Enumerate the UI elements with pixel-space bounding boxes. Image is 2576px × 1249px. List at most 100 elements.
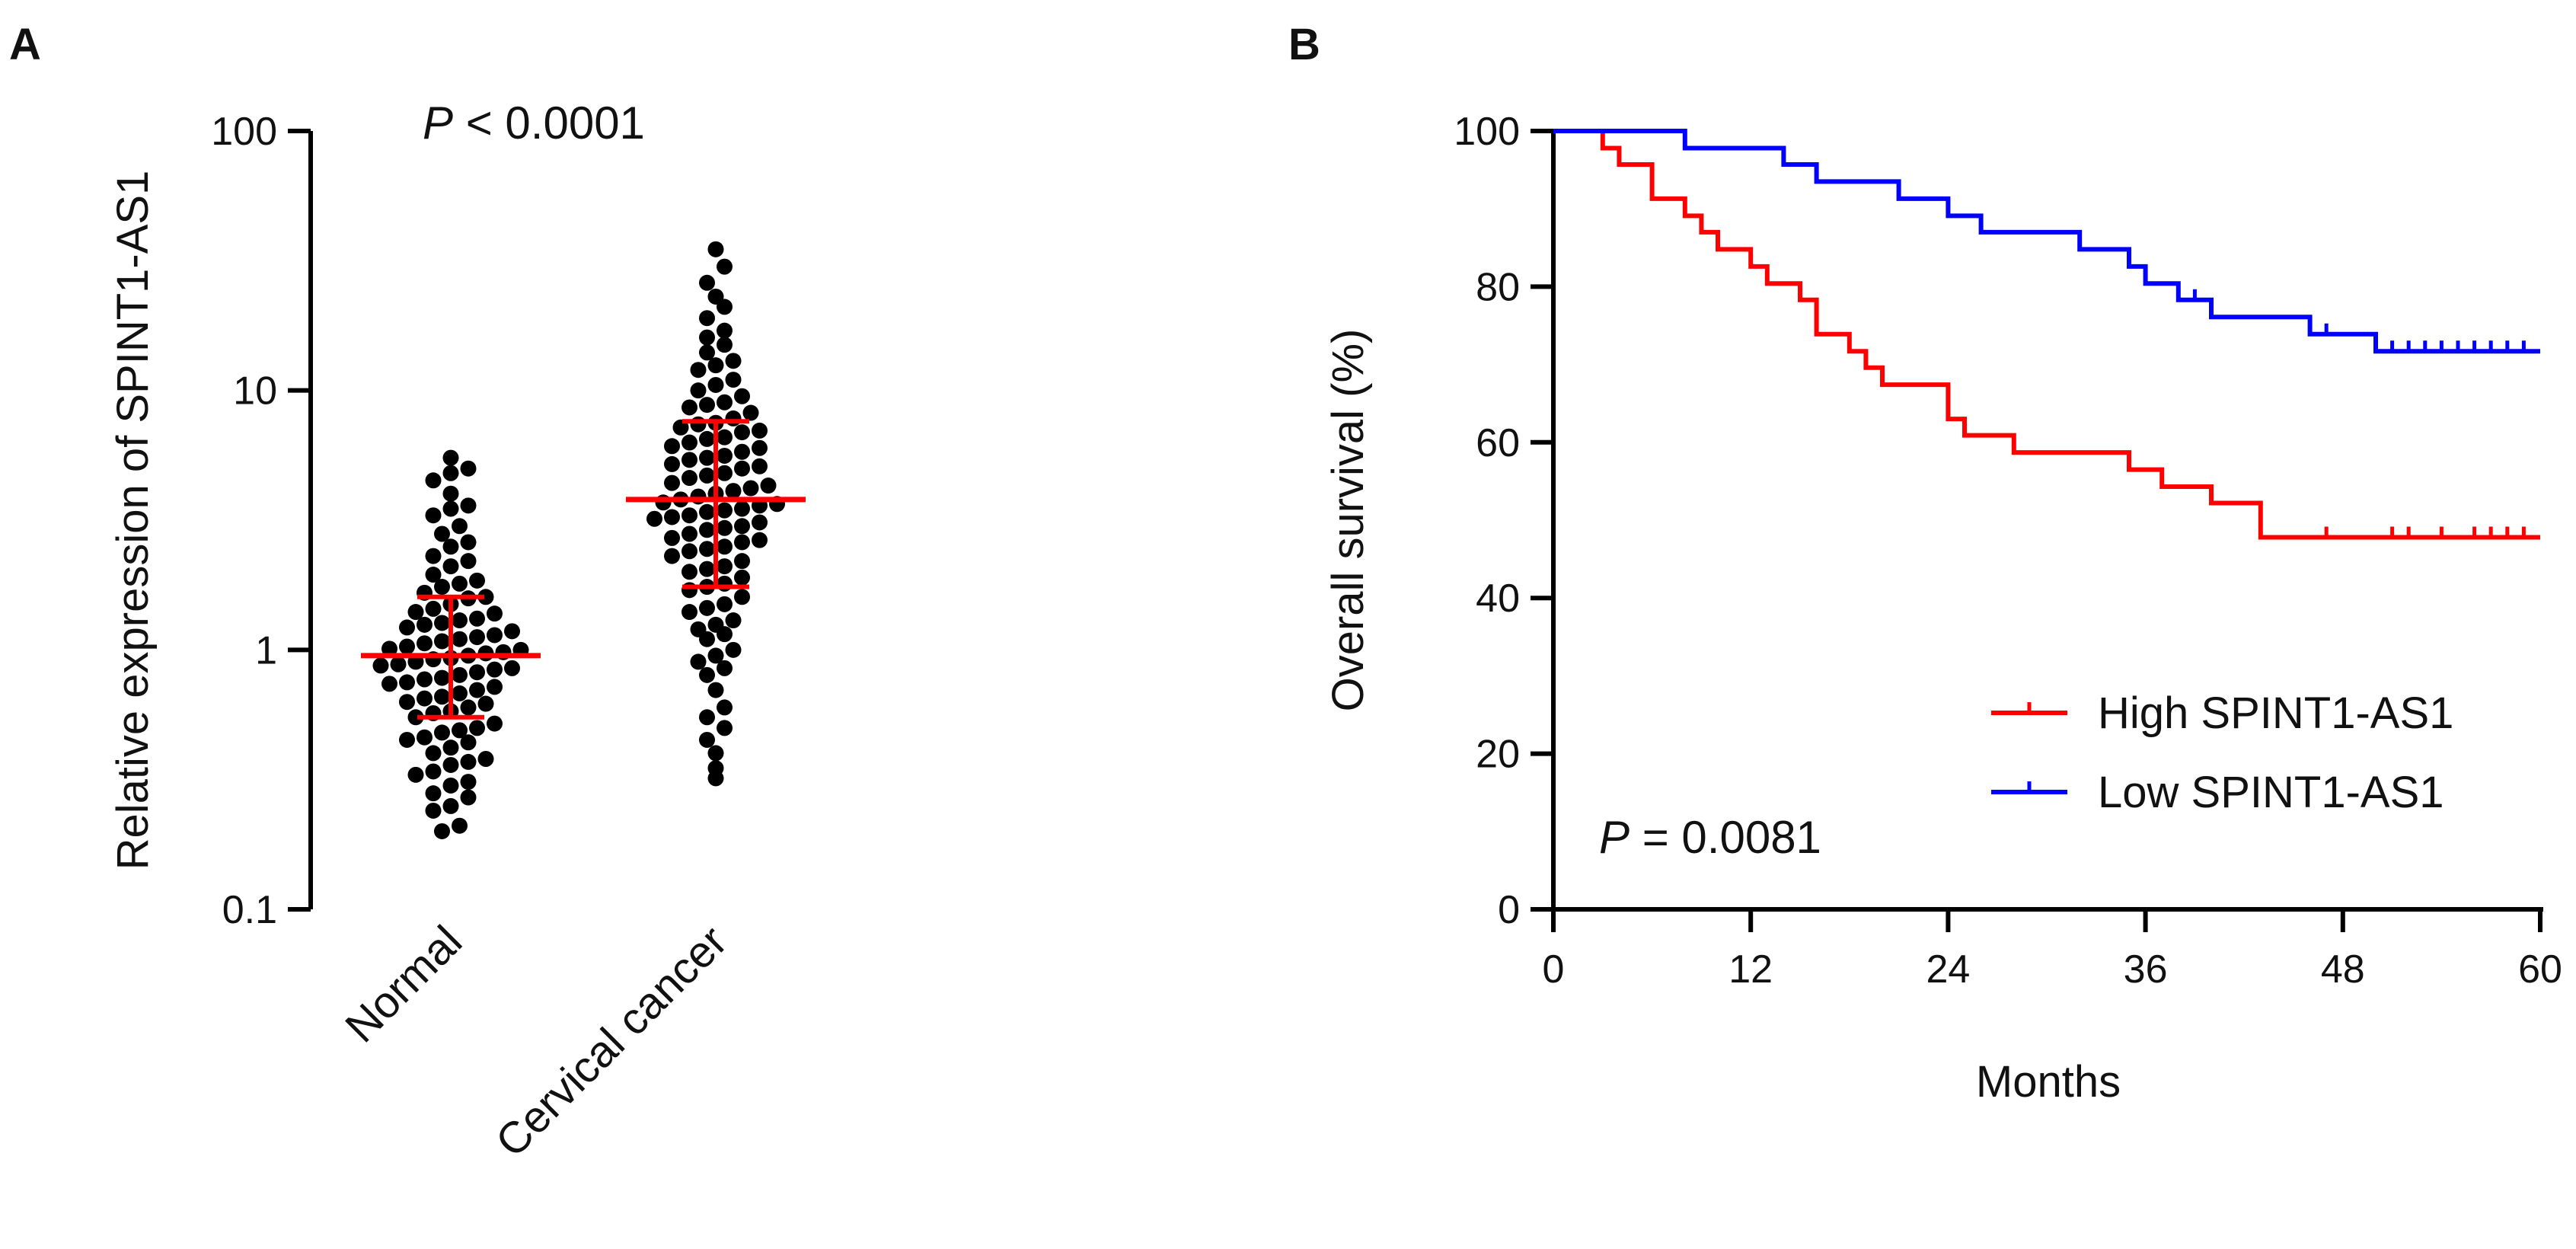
panel-b-curves	[1553, 129, 2540, 540]
data-point	[425, 745, 442, 762]
data-point	[417, 671, 433, 688]
data-point	[699, 709, 715, 726]
data-point	[699, 631, 715, 647]
data-point	[690, 416, 707, 433]
data-point	[664, 474, 680, 491]
panel-a-p-symbol: P	[423, 97, 453, 149]
data-point	[725, 410, 742, 426]
panel-b-axes: 0 20 40 60 80 100 0 12 24 36 48 60 Overall surviva…	[1323, 110, 2562, 1107]
panel-b-y-tick-label: 60	[1476, 421, 1520, 465]
panel-b-y-tick-label: 40	[1476, 577, 1520, 621]
data-point	[664, 455, 680, 472]
data-point	[752, 458, 768, 474]
data-point	[707, 682, 724, 698]
data-point	[734, 589, 750, 605]
data-point	[752, 532, 768, 548]
data-point	[452, 631, 468, 647]
panel-b-p-text: = 0.0081	[1630, 812, 1821, 863]
data-point	[725, 353, 742, 369]
data-point	[425, 763, 442, 780]
panel-a-axes: 0.1 1 10 100 Relative expression of SPINT1-…	[108, 97, 645, 932]
data-point	[460, 460, 477, 477]
data-point	[734, 388, 750, 404]
data-point	[707, 357, 724, 374]
data-point	[442, 538, 459, 555]
panel-b-x-axis-title: Months	[1976, 1057, 2121, 1107]
data-point	[442, 500, 459, 517]
data-point	[682, 452, 697, 468]
data-point	[707, 745, 724, 762]
data-point	[469, 572, 485, 589]
panel-a-category-label: Normal	[336, 916, 471, 1052]
data-point	[452, 685, 468, 701]
data-point	[682, 543, 697, 560]
data-point	[717, 660, 733, 676]
data-point	[477, 695, 494, 712]
data-point	[487, 715, 503, 732]
data-point	[742, 404, 759, 421]
data-point	[717, 699, 733, 716]
data-point	[399, 731, 415, 748]
panel-a-label: A	[9, 20, 41, 69]
data-point	[425, 507, 442, 524]
data-point	[760, 478, 777, 494]
data-point	[434, 724, 450, 741]
data-point	[734, 518, 750, 535]
panel-b-p-value: P = 0.0081	[1599, 812, 1821, 863]
panel-b-label: B	[1288, 20, 1320, 69]
data-point	[699, 449, 715, 466]
data-point	[434, 823, 450, 839]
data-point	[742, 480, 759, 497]
data-point	[425, 785, 442, 802]
data-point	[699, 731, 715, 748]
data-point	[717, 429, 733, 446]
panel-b-x-tick-label: 12	[1729, 947, 1773, 992]
data-point	[469, 720, 485, 736]
panel-b-y-tick-label: 80	[1476, 265, 1520, 309]
data-point	[699, 430, 715, 447]
data-point	[699, 503, 715, 520]
data-point	[504, 623, 520, 640]
data-point	[442, 797, 459, 814]
data-point	[717, 465, 733, 481]
data-point	[752, 422, 768, 439]
data-point	[442, 485, 459, 502]
data-point	[460, 774, 477, 791]
data-point	[752, 514, 768, 531]
data-point	[372, 657, 389, 674]
data-point	[407, 709, 424, 726]
data-point	[434, 615, 450, 631]
data-point	[452, 575, 468, 592]
data-point	[664, 438, 680, 455]
data-point	[699, 329, 715, 346]
data-point	[417, 729, 433, 746]
data-point	[434, 669, 450, 686]
panel-b-x-tick-label: 24	[1926, 947, 1970, 992]
data-point	[707, 770, 724, 787]
data-point	[682, 582, 697, 599]
data-point	[442, 465, 459, 481]
data-point	[434, 633, 450, 650]
data-point	[699, 274, 715, 291]
data-point	[717, 258, 733, 275]
data-point	[717, 575, 733, 592]
data-point	[460, 789, 477, 806]
data-point	[469, 629, 485, 646]
panel-a-y-tick-label: 10	[233, 369, 277, 414]
data-point	[734, 569, 750, 586]
data-point	[690, 653, 707, 670]
data-point	[417, 616, 433, 633]
data-point	[717, 322, 733, 339]
data-point	[460, 497, 477, 514]
data-point	[434, 525, 450, 542]
panel-b-x-tick-label: 60	[2518, 947, 2562, 992]
data-point	[717, 502, 733, 519]
data-point	[425, 802, 442, 819]
data-point	[699, 397, 715, 414]
data-point	[664, 529, 680, 546]
data-point	[434, 579, 450, 596]
data-point	[699, 344, 715, 361]
data-point	[469, 664, 485, 681]
data-point	[442, 739, 459, 756]
